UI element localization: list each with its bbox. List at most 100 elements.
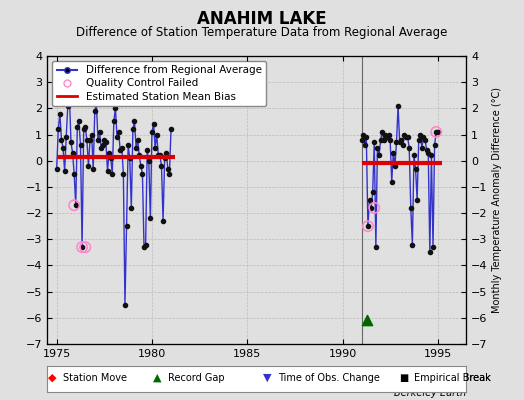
Point — [402, 134, 410, 140]
Point — [397, 136, 406, 143]
Point — [375, 152, 383, 159]
Point — [72, 202, 80, 208]
Point — [81, 124, 90, 130]
Point — [389, 150, 398, 156]
Point — [422, 147, 431, 154]
Text: ■: ■ — [399, 373, 408, 383]
Y-axis label: Monthly Temperature Anomaly Difference (°C): Monthly Temperature Anomaly Difference (… — [492, 87, 502, 313]
Point — [381, 131, 389, 138]
Text: ▼: ▼ — [263, 373, 271, 383]
Point — [157, 163, 166, 169]
Point — [156, 152, 164, 159]
Point — [103, 168, 112, 174]
Point — [95, 129, 104, 135]
Point — [430, 142, 439, 148]
Point — [57, 136, 66, 143]
Point — [432, 129, 440, 135]
Point — [388, 178, 396, 185]
Point — [78, 244, 86, 250]
Point — [372, 244, 380, 250]
Text: Time of Obs. Change: Time of Obs. Change — [278, 373, 379, 383]
Point — [124, 142, 133, 148]
Text: ▲: ▲ — [153, 373, 161, 383]
Legend: Difference from Regional Average, Quality Control Failed, Estimated Station Mean: Difference from Regional Average, Qualit… — [52, 61, 266, 106]
Point — [385, 131, 393, 138]
Point — [70, 202, 79, 208]
Point — [418, 144, 426, 151]
Point — [419, 134, 428, 140]
Point — [421, 136, 429, 143]
Point — [427, 152, 435, 159]
Point — [357, 136, 366, 143]
Text: Empirical Break: Empirical Break — [414, 373, 490, 383]
Point — [364, 223, 372, 229]
Point — [52, 165, 61, 172]
Point — [110, 118, 118, 125]
Point — [102, 139, 110, 146]
Point — [127, 205, 136, 211]
Point — [80, 126, 88, 132]
Point — [394, 102, 402, 109]
Point — [130, 118, 139, 125]
Point — [405, 144, 413, 151]
Point — [145, 158, 153, 164]
Point — [367, 205, 375, 211]
Point — [429, 244, 437, 250]
Point — [62, 134, 70, 140]
Point — [373, 144, 381, 151]
Point — [379, 136, 388, 143]
Text: ◆: ◆ — [48, 373, 57, 383]
Point — [383, 134, 391, 140]
Point — [121, 302, 129, 308]
Point — [119, 171, 127, 177]
Point — [135, 152, 144, 159]
Text: ANAHIM LAKE: ANAHIM LAKE — [197, 10, 327, 28]
Point — [75, 118, 83, 125]
Point — [67, 139, 75, 146]
Point — [370, 205, 378, 211]
Point — [92, 100, 101, 106]
Point — [160, 155, 169, 161]
Point — [410, 152, 418, 159]
Point — [84, 163, 93, 169]
Point — [378, 129, 386, 135]
Point — [132, 144, 140, 151]
Point — [60, 168, 69, 174]
Point — [68, 150, 77, 156]
Point — [54, 126, 62, 132]
Point — [56, 110, 64, 117]
Point — [99, 142, 107, 148]
Point — [88, 131, 96, 138]
Point — [396, 139, 404, 146]
Point — [363, 317, 372, 324]
Point — [138, 171, 147, 177]
Point — [365, 197, 374, 203]
Point — [359, 131, 367, 138]
Point — [362, 134, 370, 140]
Point — [148, 129, 156, 135]
Point — [376, 136, 385, 143]
Point — [167, 126, 175, 132]
Point — [116, 147, 124, 154]
Text: Berkeley Earth: Berkeley Earth — [394, 388, 466, 398]
Point — [114, 129, 123, 135]
Point — [361, 142, 369, 148]
Point — [400, 131, 409, 138]
Text: Record Gap: Record Gap — [168, 373, 224, 383]
Point — [425, 249, 434, 256]
Point — [391, 163, 399, 169]
Point — [73, 124, 82, 130]
Point — [97, 144, 105, 151]
Text: ■: ■ — [399, 373, 408, 383]
Point — [111, 105, 119, 112]
Point — [163, 165, 172, 172]
Point — [151, 144, 159, 151]
Point — [123, 223, 131, 229]
Point — [89, 165, 97, 172]
Point — [368, 189, 377, 195]
Point — [433, 129, 442, 135]
Point — [370, 139, 378, 146]
Point — [146, 215, 155, 222]
Point — [91, 108, 99, 114]
Point — [149, 121, 158, 127]
